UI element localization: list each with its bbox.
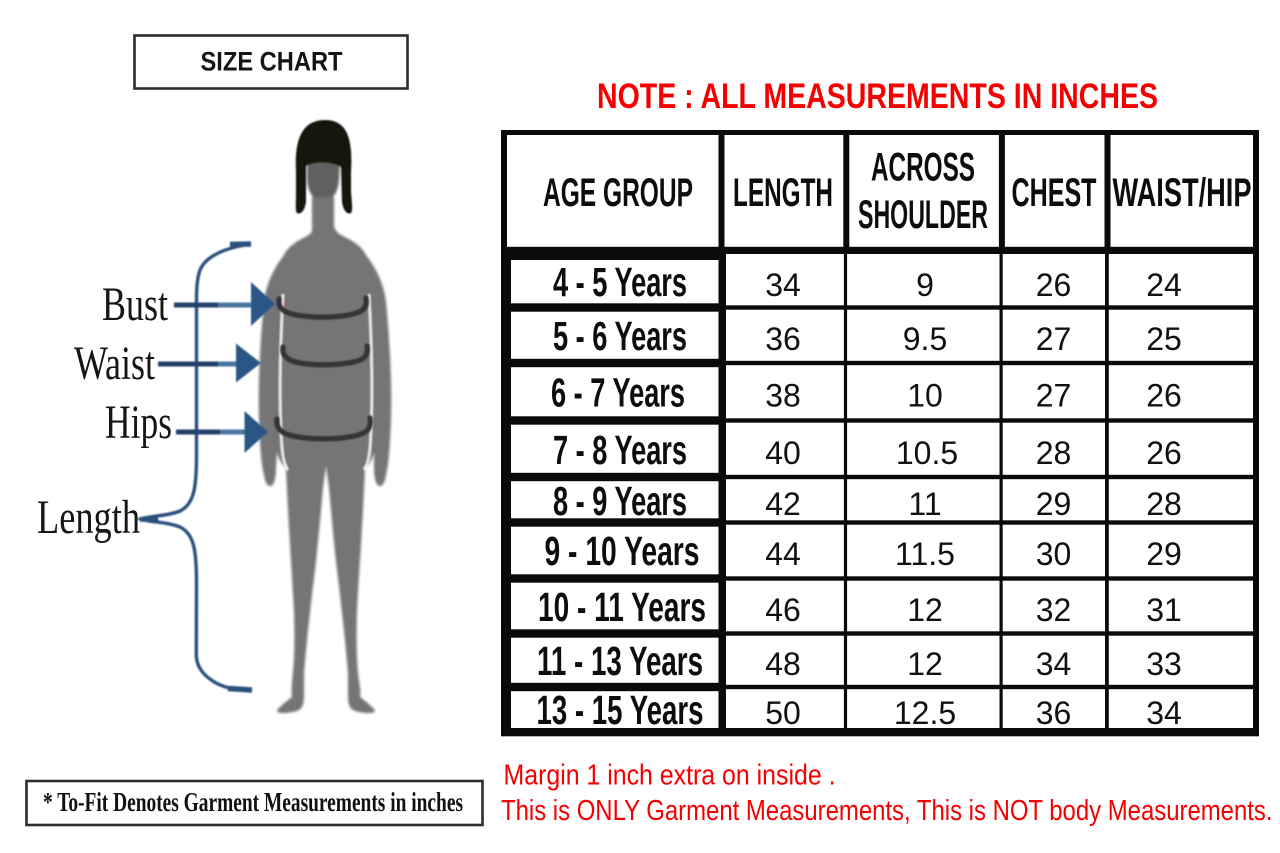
svg-text:CHEST: CHEST	[1012, 171, 1097, 215]
svg-text:4 - 5 Years: 4 - 5 Years	[553, 259, 687, 305]
svg-text:9: 9	[916, 267, 934, 303]
svg-text:This is ONLY Garment Measureme: This is ONLY Garment Measurements, This …	[501, 795, 1273, 827]
svg-text:34: 34	[765, 267, 801, 303]
svg-text:46: 46	[765, 592, 801, 628]
svg-text:Margin 1 inch extra on inside: Margin 1 inch extra on inside .	[504, 760, 836, 792]
svg-text:12.5: 12.5	[894, 695, 956, 731]
svg-text:11.5: 11.5	[895, 536, 955, 572]
svg-text:Waist: Waist	[74, 337, 155, 390]
svg-text:8 - 9 Years: 8 - 9 Years	[553, 478, 687, 524]
svg-text:9 - 10 Years: 9 - 10 Years	[545, 528, 700, 574]
svg-text:10 - 11 Years: 10 - 11 Years	[538, 584, 706, 630]
svg-text:NOTE : ALL MEASUREMENTS IN INC: NOTE : ALL MEASUREMENTS IN INCHES	[597, 77, 1158, 116]
svg-text:11 - 13 Years: 11 - 13 Years	[537, 638, 703, 684]
svg-text:48: 48	[765, 646, 801, 682]
svg-text:26: 26	[1146, 378, 1182, 414]
svg-text:* To-Fit Denotes Garment Measu: * To-Fit Denotes Garment Measurements in…	[43, 787, 463, 817]
svg-text:SIZE CHART: SIZE CHART	[201, 47, 343, 77]
svg-text:29: 29	[1146, 536, 1182, 572]
svg-text:AGE GROUP: AGE GROUP	[543, 171, 693, 215]
svg-text:26: 26	[1036, 267, 1072, 303]
svg-text:50: 50	[765, 695, 801, 731]
svg-text:LENGTH: LENGTH	[733, 171, 833, 215]
svg-text:27: 27	[1036, 378, 1072, 414]
svg-text:44: 44	[765, 536, 801, 572]
svg-text:10.5: 10.5	[896, 435, 958, 471]
svg-text:28: 28	[1036, 435, 1072, 471]
svg-text:24: 24	[1146, 267, 1182, 303]
svg-text:34: 34	[1036, 646, 1072, 682]
svg-text:36: 36	[1036, 695, 1072, 731]
svg-text:34: 34	[1146, 695, 1182, 731]
svg-text:6 - 7 Years: 6 - 7 Years	[551, 370, 685, 416]
svg-text:Bust: Bust	[102, 278, 168, 331]
svg-text:5 - 6 Years: 5 - 6 Years	[553, 313, 687, 359]
svg-text:32: 32	[1036, 592, 1072, 628]
svg-text:ACROSS: ACROSS	[871, 145, 975, 189]
svg-text:26: 26	[1146, 435, 1182, 471]
svg-text:38: 38	[765, 378, 801, 414]
svg-text:Length: Length	[37, 491, 140, 544]
svg-text:WAIST/HIP: WAIST/HIP	[1113, 171, 1252, 215]
svg-text:12: 12	[907, 646, 943, 682]
svg-text:28: 28	[1146, 486, 1182, 522]
svg-text:42: 42	[765, 486, 801, 522]
svg-text:36: 36	[765, 321, 801, 357]
svg-text:SHOULDER: SHOULDER	[858, 193, 988, 237]
svg-text:31: 31	[1146, 592, 1182, 628]
svg-text:9.5: 9.5	[903, 321, 947, 357]
svg-text:11: 11	[908, 486, 941, 522]
svg-text:12: 12	[907, 592, 943, 628]
svg-text:25: 25	[1146, 321, 1182, 357]
svg-text:33: 33	[1146, 646, 1182, 682]
svg-text:10: 10	[907, 378, 943, 414]
svg-text:30: 30	[1036, 536, 1072, 572]
svg-text:29: 29	[1036, 486, 1072, 522]
svg-text:7 - 8 Years: 7 - 8 Years	[553, 427, 687, 473]
svg-text:40: 40	[765, 435, 801, 471]
svg-text:13 - 15 Years: 13 - 15 Years	[537, 687, 704, 733]
svg-text:Hips: Hips	[105, 396, 172, 449]
svg-text:27: 27	[1036, 321, 1072, 357]
